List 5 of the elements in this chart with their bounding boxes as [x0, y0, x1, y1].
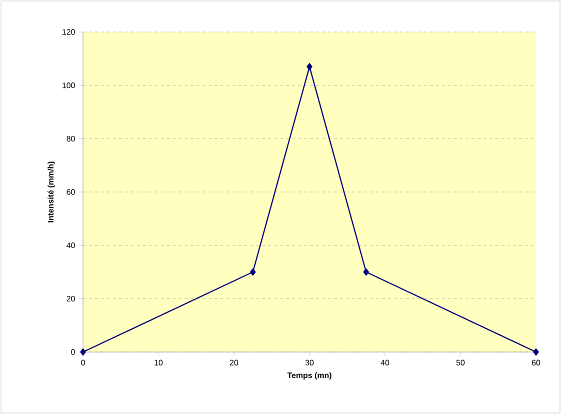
point [533, 348, 539, 356]
point [306, 63, 312, 70]
point [250, 268, 256, 276]
point [363, 268, 369, 276]
point [80, 348, 86, 356]
